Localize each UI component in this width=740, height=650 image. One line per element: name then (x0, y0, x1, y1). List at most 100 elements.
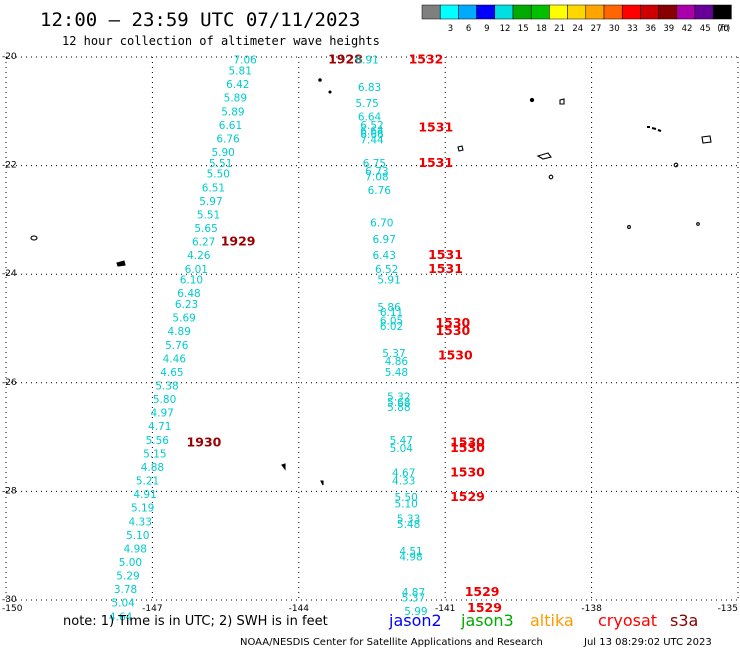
scale-swatch (712, 4, 732, 20)
wave-height-label: 5.10 (394, 498, 417, 510)
scale-swatch (458, 4, 477, 20)
scale-swatch (676, 4, 696, 20)
scale-swatch (421, 4, 441, 20)
pass-time-label: 1529 (467, 600, 502, 615)
pass-time-label: 1529 (450, 489, 485, 504)
scale-unit: (ft) (717, 24, 730, 34)
scale-swatch (549, 4, 568, 20)
wave-height-label: 6.91 (355, 55, 378, 67)
wave-height-label: 4.98 (399, 552, 422, 564)
wave-height-label: 4.51 (399, 546, 422, 558)
scale-swatch (494, 4, 514, 20)
wave-height-label: 5.75 (355, 98, 378, 110)
longitude-label: -147 (142, 604, 162, 614)
wave-height-label: 5.32 (387, 391, 410, 403)
wave-height-label: 5.89 (224, 93, 247, 105)
wave-height-label: 6.23 (175, 299, 198, 311)
scale-label: 36 (645, 24, 656, 34)
wave-height-label: 5.50 (207, 169, 230, 181)
wave-height-label: 6.97 (373, 234, 396, 246)
wave-height-label: 6.10 (180, 275, 203, 287)
wave-height-label: 5.76 (165, 340, 189, 352)
wave-height-label: 5.21 (136, 476, 159, 488)
scale-swatch (621, 4, 641, 20)
wave-height-label: 7.44 (360, 135, 384, 147)
pass-time-label: 1929 (221, 234, 256, 249)
latitude-label: -20 (2, 52, 17, 62)
wave-height-label: 5.00 (119, 557, 142, 569)
wave-height-label: 5.90 (211, 147, 234, 159)
pass-time-label: 1928 (328, 52, 363, 67)
wave-height-label: 5.99 (404, 606, 427, 618)
longitude-label: -150 (2, 604, 23, 614)
scale-swatch (658, 4, 678, 20)
wave-height-label: 4.87 (402, 587, 425, 599)
wave-height-label: 4.71 (148, 421, 171, 433)
wave-height-label: 5.88 (387, 402, 410, 414)
scale-label: 9 (484, 24, 489, 34)
pass-time-label: 1530 (438, 348, 473, 363)
mission-cryosat: cryosat (598, 611, 657, 630)
scale-label: 42 (682, 24, 693, 34)
wave-height-label: 5.56 (146, 435, 170, 447)
wave-height-label: 5.81 (229, 66, 252, 78)
wave-height-label: 6.76 (368, 185, 392, 197)
wave-height-label: 5.29 (116, 571, 139, 583)
wave-height-label: 4.86 (385, 356, 409, 368)
wave-height-label: 6.73 (365, 166, 388, 178)
wave-height-label: 4.46 (163, 353, 187, 365)
wave-height-label: 4.91 (133, 489, 156, 501)
latitude-label: -22 (2, 161, 17, 171)
wave-height-label: 6.52 (360, 120, 383, 132)
wave-height-label: 5.37 (402, 592, 425, 604)
latitude-label: -28 (2, 486, 17, 496)
scale-swatch (439, 4, 459, 20)
longitude-label: -144 (289, 604, 310, 614)
scale-label: 21 (554, 24, 565, 34)
wave-height-label: 5.51 (197, 209, 220, 221)
pass-time-label: 1531 (418, 120, 453, 135)
wave-height-label: 5.50 (394, 492, 417, 504)
mission-jason3: jason3 (460, 611, 514, 630)
wave-height-label: 5.97 (199, 196, 222, 208)
wave-height-label: 6.01 (185, 264, 208, 276)
wave-height-label: 5.65 (194, 223, 217, 235)
scale-label: 33 (627, 24, 638, 34)
scale-label: 15 (518, 24, 529, 34)
latitude-label: -26 (2, 378, 17, 388)
wave-height-label: 5.15 (143, 448, 166, 460)
scale-swatch (603, 4, 623, 20)
wave-height-label: 6.42 (226, 79, 249, 91)
wave-height-label: 6.64 (358, 112, 382, 124)
wave-height-label: 6.75 (363, 158, 386, 170)
island-shape (30, 78, 712, 486)
scale-label: 39 (663, 24, 674, 34)
altimeter-track-west: 7.065.816.425.895.896.616.765.905.515.50… (109, 52, 363, 624)
longitude-label: -141 (435, 604, 455, 614)
wave-height-label: 4.26 (187, 250, 211, 262)
scale-swatch (512, 4, 532, 20)
pass-time-label: 1530 (435, 323, 470, 338)
mission-jason2: jason2 (388, 611, 442, 630)
wave-height-label: 4.67 (392, 467, 415, 479)
wave-height-label: 5.04 (111, 598, 135, 610)
wave-height-label: 4.89 (168, 326, 191, 338)
wave-height-label: 5.04 (390, 443, 414, 455)
pass-time-label: 1532 (409, 52, 444, 67)
wave-height-label: 5.69 (172, 313, 195, 325)
wave-height-label: 6.02 (380, 321, 403, 333)
wave-height-label: 5.37 (382, 348, 405, 360)
scale-label: 24 (572, 24, 583, 34)
mission-altika: altika (530, 611, 574, 630)
mission-s3a: s3a (670, 611, 698, 630)
wave-height-label: 6.43 (373, 250, 396, 262)
altimeter-track-east: 6.916.835.756.646.526.646.667.446.756.73… (355, 52, 502, 618)
wave-height-label: 5.47 (390, 435, 413, 447)
scale-label: 12 (500, 24, 511, 34)
pass-time-label: 1530 (450, 435, 485, 450)
wave-height-label: 6.51 (202, 182, 225, 194)
wave-height-label: 6.11 (380, 307, 403, 319)
footnote: note: 1) Time is in UTC; 2) SWH is in fe… (63, 614, 328, 629)
scale-label: 3 (448, 24, 453, 34)
